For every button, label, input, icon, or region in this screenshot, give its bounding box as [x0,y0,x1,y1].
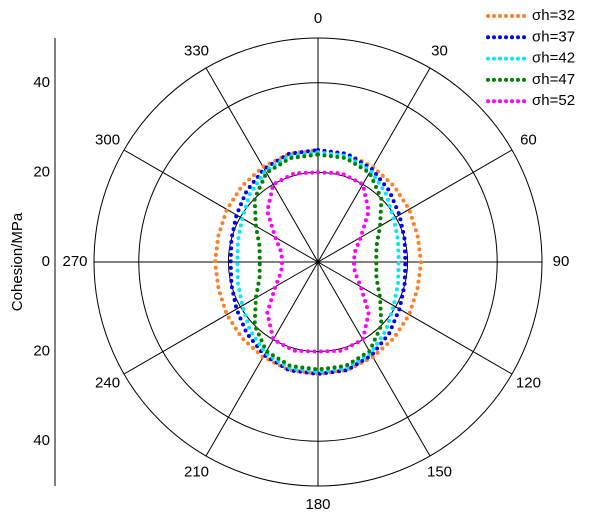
angle-tick-label: 330 [184,43,209,60]
angular-grid-line [123,261,319,375]
angle-tick-label: 150 [427,463,452,480]
legend-label: σh=37 [532,28,575,45]
series-line [228,147,408,377]
angle-tick-label: 30 [431,43,448,60]
angular-grid-line [317,261,513,375]
legend-label: σh=52 [532,92,575,109]
angular-grid-line [205,261,319,457]
y-tick-label: 40 [33,432,50,449]
angle-tick-label: 270 [62,253,87,270]
legend-label: σh=47 [532,71,575,88]
angular-grid-line [317,67,431,263]
angle-tick-label: 210 [184,463,209,480]
angle-tick-label: 180 [305,496,330,512]
angle-tick-label: 120 [516,374,541,391]
angle-tick-label: 0 [314,10,322,27]
series-line [235,150,401,374]
y-tick-label: 0 [42,253,50,270]
angular-grid-line [205,67,319,263]
angular-grid-line [317,261,431,457]
angle-tick-label: 90 [553,253,570,270]
angular-grid-line [123,149,319,263]
angle-tick-label: 60 [520,131,537,148]
y-tick-label: 20 [33,343,50,360]
angle-tick-label: 240 [95,374,120,391]
legend-label: σh=42 [532,50,575,67]
angle-tick-label: 300 [95,131,120,148]
legend-label: σh=32 [532,7,575,24]
y-axis-label: Cohesion/MPa [9,212,26,311]
y-tick-label: 40 [33,74,50,91]
angular-grid-line [317,149,513,263]
y-tick-label: 20 [33,163,50,180]
series-line [265,170,371,354]
series-line [252,152,384,372]
